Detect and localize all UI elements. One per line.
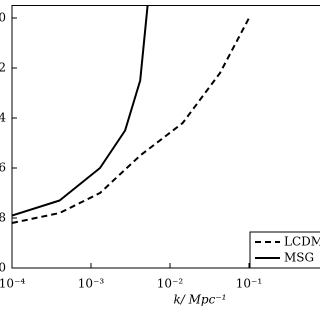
y-tick-label: -4: [0, 111, 6, 125]
x-axis-label: k/ Mpc⁻¹: [174, 293, 227, 307]
x-tick-label: 10⁻²: [157, 277, 184, 291]
legend-label: MSG: [284, 251, 314, 265]
line-series: [12, 17, 250, 224]
x-tick-label: 10⁻⁴: [0, 277, 25, 291]
y-tick-label: -8: [0, 211, 6, 225]
x-tick-label: 10⁻¹: [236, 277, 262, 291]
y-tick-label: -10: [0, 261, 6, 275]
legend-label: LCDM: [284, 235, 320, 249]
plot-frame: [11, 5, 320, 269]
y-tick-label: -6: [0, 161, 6, 175]
legend-box: [249, 231, 320, 269]
y-tick-label: -2: [0, 61, 6, 75]
line-series: [12, 5, 149, 217]
x-tick-label: 10⁻³: [78, 277, 105, 291]
y-tick-label: 0: [0, 11, 6, 25]
